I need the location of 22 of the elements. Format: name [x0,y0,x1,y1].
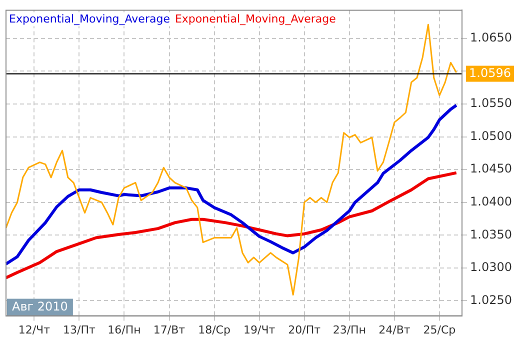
y-tick-label: 1.0650 [470,30,512,45]
y-tick-label: 1.0500 [470,128,512,143]
y-tick-label: 1.0250 [470,292,512,307]
text: Exponential_Moving_Average [9,12,170,26]
x-tick-label: 12/Чт [18,323,51,336]
annotation: Авг 2010 [12,299,68,314]
x-tick-label: 13/Пт [62,323,96,336]
text: Exponential_Moving_Average [174,12,336,26]
x-tick-label: 24/Вт [378,323,411,336]
x-tick-label: 20/Пт [288,323,322,336]
y-tick-label: 1.0550 [470,96,512,110]
x-tick-label: 23/Пн [332,323,366,336]
x-tick-label: 25/Ср [423,323,456,336]
y-tick-label: 1.0400 [470,194,512,208]
x-tick-label: 16/Пн [108,323,141,336]
y-tick-label: 1.0300 [470,260,512,274]
y-tick-label: 1.0350 [470,227,512,242]
x-tick-label: 17/Вт [153,323,186,336]
y-tick-label: 1.0450 [470,162,512,176]
x-tick-label: 19/Чт [244,323,276,336]
ref-line-label: 1.0596 [469,66,511,80]
x-tick-label: 18/Ср [198,323,230,336]
